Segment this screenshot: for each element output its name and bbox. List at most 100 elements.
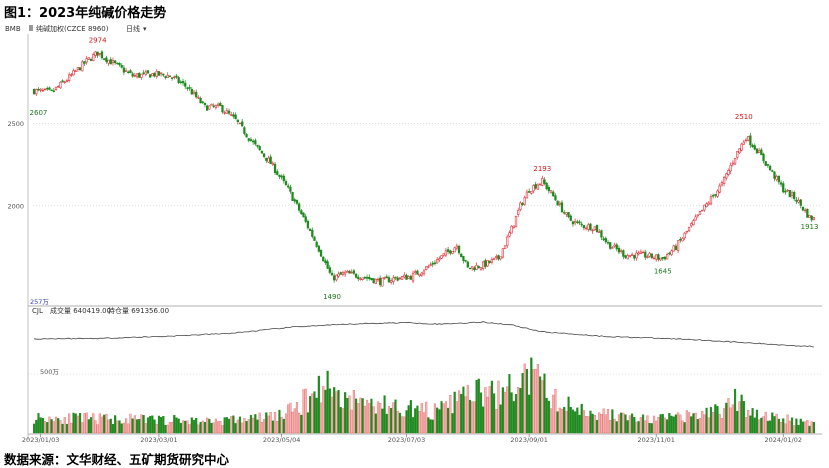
candle-body xyxy=(214,105,218,108)
candle-body xyxy=(184,82,187,87)
candle-body xyxy=(322,256,325,262)
volume-bar xyxy=(326,370,329,434)
volume-bar xyxy=(245,421,248,434)
volume-bar xyxy=(79,413,82,434)
volume-bar xyxy=(94,420,97,434)
volume-bar xyxy=(782,418,785,434)
candle-body xyxy=(492,257,496,260)
candle-body xyxy=(681,238,684,242)
volume-bar xyxy=(433,403,437,434)
volume-bar xyxy=(372,406,375,434)
volume-bar xyxy=(620,412,623,434)
volume-bar xyxy=(655,420,658,434)
volume-bar xyxy=(142,415,145,434)
volume-bar xyxy=(677,412,680,434)
volume-bar xyxy=(265,412,268,434)
candle-body xyxy=(674,245,678,250)
candle-body xyxy=(626,255,629,260)
volume-bar xyxy=(777,418,780,434)
candle-body xyxy=(289,186,292,192)
candle-body xyxy=(273,163,277,174)
volume-bar xyxy=(199,421,202,434)
volume-bar xyxy=(157,415,161,434)
candle-body xyxy=(738,148,741,154)
x-tick-label: 2024/01/02 xyxy=(765,436,802,444)
candle-body xyxy=(758,150,761,154)
volume-bar xyxy=(475,380,478,434)
candle-body xyxy=(683,232,686,239)
volume-bar xyxy=(348,395,351,434)
candle-body xyxy=(788,190,791,198)
candle-body xyxy=(563,212,566,214)
volume-axis-top-label: 257万 xyxy=(30,298,49,306)
candle-body xyxy=(379,277,382,286)
volume-bar xyxy=(385,413,388,434)
volume-bar xyxy=(455,401,458,434)
volume-bar xyxy=(795,418,798,434)
candle-body xyxy=(775,176,778,180)
volume-bar xyxy=(238,416,242,434)
price-low-label: 1913 xyxy=(801,223,819,231)
candle-body xyxy=(620,250,623,252)
candle-body xyxy=(210,103,213,106)
volume-bar xyxy=(460,393,463,434)
volume-bar xyxy=(808,425,811,434)
candle-body xyxy=(473,267,476,270)
volume-bar xyxy=(545,397,548,434)
volume-bar xyxy=(127,423,130,434)
volume-bar xyxy=(374,413,377,434)
candle-body xyxy=(466,261,469,268)
volume-bar xyxy=(466,385,469,434)
volume-bar xyxy=(797,424,800,434)
candle-body xyxy=(390,280,393,283)
volume-bar xyxy=(171,421,174,434)
candle-body xyxy=(74,70,77,72)
volume-bar xyxy=(591,413,594,434)
candle-body xyxy=(549,190,553,193)
volume-bar xyxy=(212,422,215,434)
candle-body xyxy=(444,250,448,256)
volume-bar xyxy=(733,388,737,434)
candle-body xyxy=(68,74,71,81)
candle-body xyxy=(490,259,494,263)
candle-body xyxy=(716,190,719,197)
volume-bar xyxy=(363,405,366,434)
candle-body xyxy=(650,253,653,258)
volume-bar xyxy=(293,408,296,434)
volume-bar xyxy=(392,402,395,434)
candle-body xyxy=(133,74,136,77)
volume-bar xyxy=(125,418,128,434)
candle-body xyxy=(78,67,82,71)
candle-body xyxy=(39,88,42,91)
volume-bar xyxy=(315,397,318,434)
volume-bar xyxy=(298,412,301,434)
volume-bar xyxy=(89,417,93,434)
volume-bar xyxy=(57,418,60,434)
volume-bar xyxy=(282,418,285,434)
volume-bar xyxy=(118,420,121,434)
volume-bar xyxy=(313,391,316,434)
volume-bar xyxy=(786,414,789,434)
candle-body xyxy=(162,73,165,76)
candle-body xyxy=(54,86,58,90)
legend-period[interactable]: 日线 xyxy=(126,24,140,33)
candle-body xyxy=(595,224,599,233)
candle-body xyxy=(521,203,524,205)
candle-body xyxy=(72,70,75,76)
volume-bar xyxy=(449,395,452,434)
volume-bar xyxy=(122,422,125,434)
volume-bar xyxy=(766,420,769,434)
candle-body xyxy=(352,270,356,274)
candle-body xyxy=(208,105,211,110)
candle-body xyxy=(784,190,787,193)
candle-body xyxy=(41,89,44,92)
volume-bar xyxy=(506,386,509,434)
volume-bar xyxy=(694,412,697,434)
volume-bar xyxy=(696,418,699,434)
candle-body xyxy=(311,229,314,237)
volume-bar xyxy=(775,413,778,434)
candle-body xyxy=(124,70,128,72)
volume-bar xyxy=(214,418,217,434)
legend-dropdown-icon[interactable]: ▾ xyxy=(143,25,147,33)
volume-bar xyxy=(37,413,40,434)
